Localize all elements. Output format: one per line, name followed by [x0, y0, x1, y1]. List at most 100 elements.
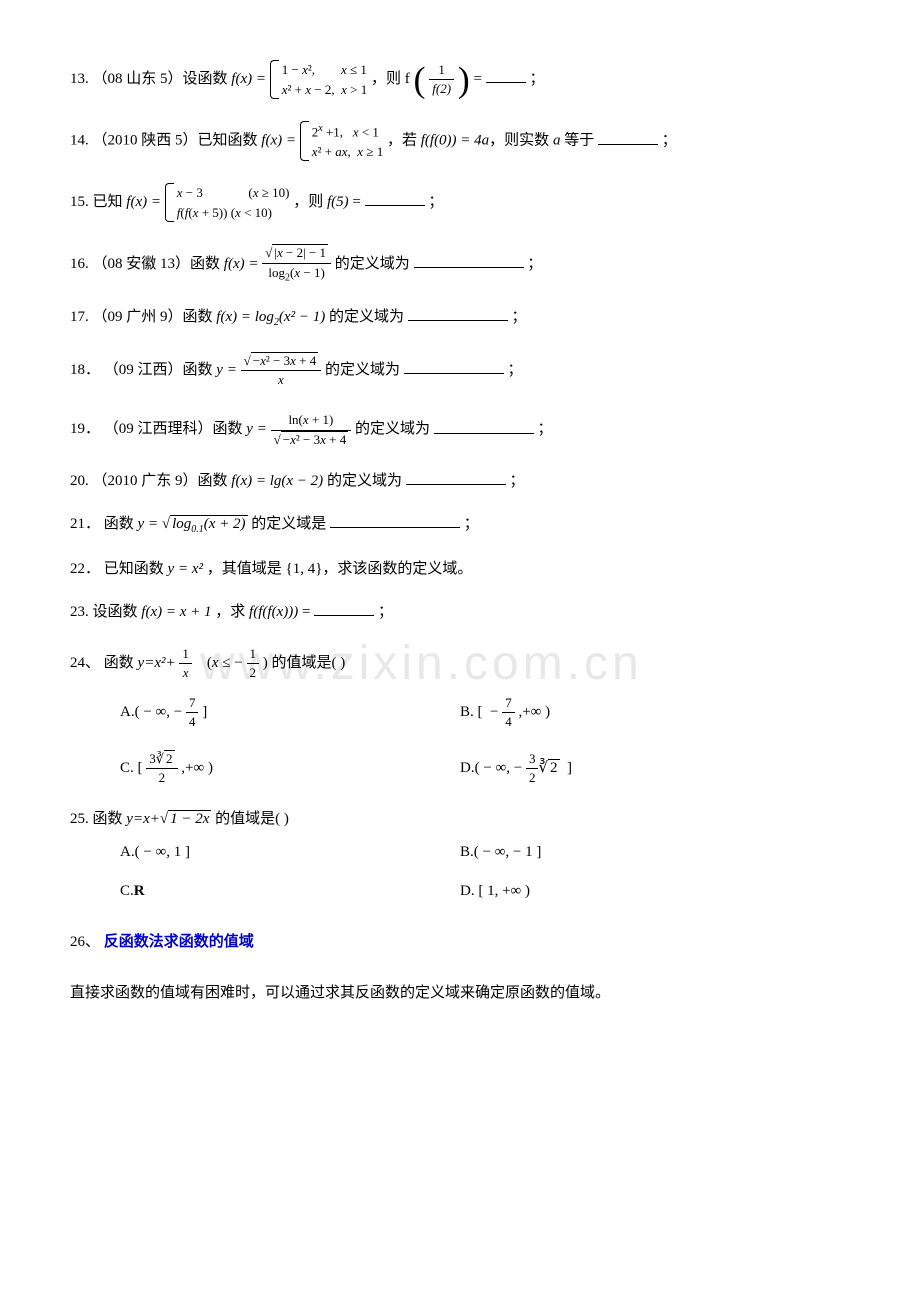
p18-mid: 的定义域为 [325, 362, 400, 378]
p26-title: 反函数法求函数的值域 [104, 934, 254, 950]
p19-blank [434, 433, 534, 434]
p19-frac: ln(x + 1) √−x² − 3x + 4 [271, 411, 352, 448]
p13-inner-den: f(2) [429, 80, 454, 98]
p15-src: 已知 [93, 194, 123, 210]
p18-blank [404, 373, 504, 374]
p16-fx: f(x) = [224, 256, 262, 272]
p24-optD: D.( − ∞, − 32∛2 ] [460, 750, 800, 787]
p14-cases: 2x +1, x < 1 x² + ax, x ≥ 1 [300, 121, 383, 161]
p19-num: 19． [70, 422, 100, 438]
p19-mid: 的定义域为 [355, 422, 430, 438]
p16-denom: log2(x − 1) [262, 264, 331, 286]
p24-optC: C. [ 3∛22 ,+∞ ) [120, 750, 460, 787]
p22-src: 已知函数 [104, 561, 164, 577]
p13-frac: 1 f(2) [429, 61, 454, 98]
p15-num: 15. [70, 194, 89, 210]
p15-cases: x − 3 (x ≥ 10) f(f(x + 5)) (x < 10) [165, 183, 290, 222]
problem-25: 25. 函数 y=x+√1 − 2x 的值域是( ) A.( − ∞, 1 ] … [70, 809, 850, 902]
problem-22: 22． 已知函数 y = x² ，其值域是 {1, 4}，求该函数的定义域。 [70, 559, 850, 580]
p13-inner-num: 1 [429, 61, 454, 80]
p13-mid: ，则 f [371, 71, 410, 87]
p23-src: 设函数 [93, 604, 138, 620]
p15-fx: f(x) = [126, 194, 164, 210]
p20-fx: f(x) = lg(x − 2) [231, 473, 327, 489]
p14-fx: f(x) = [261, 133, 299, 149]
p24-optA: A.( − ∞, − 74 ] [120, 694, 460, 731]
p14-mid: ，若 f(f(0)) = 4a，则实数 a 等于 [387, 133, 594, 149]
p24-f2d: 2 [247, 664, 260, 682]
p16-end: ； [527, 256, 542, 272]
p23-num: 23. [70, 604, 89, 620]
p21-end: ； [464, 516, 479, 532]
p14-src: （2010 陕西 5）已知函数 [93, 133, 258, 149]
p18-denom: x [241, 371, 322, 389]
p18-num: 18． [70, 362, 100, 378]
p22-mid: ，其值域是 {1, 4}，求该函数的定义域。 [207, 561, 473, 577]
p19-numerator: ln(x + 1) [271, 411, 352, 430]
p25-optD: D. [ 1, +∞ ) [460, 881, 800, 902]
problem-16: 16. （08 安徽 13）函数 f(x) = √|x − 2| − 1 log… [70, 244, 850, 285]
p22-y: y = x² [168, 561, 203, 577]
p16-frac: √|x − 2| − 1 log2(x − 1) [262, 244, 331, 285]
p24-frac1: 1 x [179, 645, 192, 682]
p26-num: 26、 [70, 934, 100, 950]
p13-end: ； [530, 71, 545, 87]
p16-mid: 的定义域为 [335, 256, 410, 272]
p25-options: A.( − ∞, 1 ] B.( − ∞, − 1 ] C.R D. [ 1, … [120, 842, 850, 902]
p24-y: y=x²+ [138, 655, 180, 671]
problem-21: 21． 函数 y = √log0.1(x + 2) 的定义域是 ； [70, 514, 850, 537]
problem-14: 14. （2010 陕西 5）已知函数 f(x) = 2x +1, x < 1 … [70, 121, 850, 161]
p19-y: y = [246, 422, 270, 438]
p15-case1: x − 3 (x ≥ 10) [177, 183, 290, 203]
p24-src: 函数 [104, 655, 134, 671]
p19-end: ； [537, 422, 552, 438]
p13-src: （08 山东 5）设函数 [93, 71, 228, 87]
p13-num: 13. [70, 71, 89, 87]
p18-end: ； [507, 362, 522, 378]
p25-optB: B.( − ∞, − 1 ] [460, 842, 800, 863]
p25-src: 函数 [93, 811, 123, 827]
p21-mid: 的定义域是 [251, 516, 326, 532]
problem-24: 24、 函数 y=x²+ 1 x (x ≤ − 1 2 ) 的值域是( ) A.… [70, 645, 850, 787]
rparen-icon: ) [458, 60, 470, 100]
p17-mid: 的定义域为 [329, 309, 404, 325]
p24-f1n: 1 [179, 645, 192, 664]
p17-src: （09 广州 9）函数 [93, 309, 213, 325]
p19-src: （09 江西理科）函数 [104, 422, 243, 438]
p13-blank [486, 82, 526, 83]
p24-f1d: x [179, 664, 192, 682]
p18-numerator: √−x² − 3x + 4 [241, 352, 322, 371]
p13-fx: f(x) = [231, 71, 269, 87]
p23-end: ； [378, 604, 393, 620]
p24-f2n: 1 [247, 645, 260, 664]
p20-mid: 的定义域为 [327, 473, 402, 489]
p25-mid: 的值域是( ) [215, 811, 289, 827]
p15-mid: ，则 f(5) = [293, 194, 364, 210]
p22-num: 22． [70, 561, 100, 577]
p17-num: 17. [70, 309, 89, 325]
p25-optA: A.( − ∞, 1 ] [120, 842, 460, 863]
p15-blank [365, 205, 425, 206]
p17-blank [408, 320, 508, 321]
p21-src: 函数 [104, 516, 134, 532]
problem-13: 13. （08 山东 5）设函数 f(x) = 1 − x², x ≤ 1 x²… [70, 60, 850, 99]
p21-num: 21． [70, 516, 100, 532]
p25-y: y=x+√1 − 2x [126, 810, 215, 827]
p15-end: ； [428, 194, 443, 210]
problem-17: 17. （09 广州 9）函数 f(x) = log2(x² − 1) 的定义域… [70, 307, 850, 330]
p24-frac2: 1 2 [247, 645, 260, 682]
problem-19: 19． （09 江西理科）函数 y = ln(x + 1) √−x² − 3x … [70, 411, 850, 448]
p13-case1: 1 − x², x ≤ 1 [282, 60, 368, 80]
problem-18: 18． （09 江西）函数 y = √−x² − 3x + 4 x 的定义域为 … [70, 352, 850, 389]
p25-optC: C.R [120, 881, 460, 902]
p20-end: ； [509, 473, 524, 489]
p20-blank [406, 484, 506, 485]
p24-num: 24、 [70, 655, 100, 671]
p16-numerator: √|x − 2| − 1 [262, 244, 331, 263]
p13-case2: x² + x − 2, x > 1 [282, 80, 368, 100]
p13-cases: 1 − x², x ≤ 1 x² + x − 2, x > 1 [270, 60, 368, 99]
p17-fx: f(x) = log2(x² − 1) [216, 309, 329, 325]
p15-case2: f(f(x + 5)) (x < 10) [177, 203, 290, 223]
footer-text: 直接求函数的值域有困难时，可以通过求其反函数的定义域来确定原函数的值域。 [70, 983, 850, 1004]
p17-end: ； [511, 309, 526, 325]
